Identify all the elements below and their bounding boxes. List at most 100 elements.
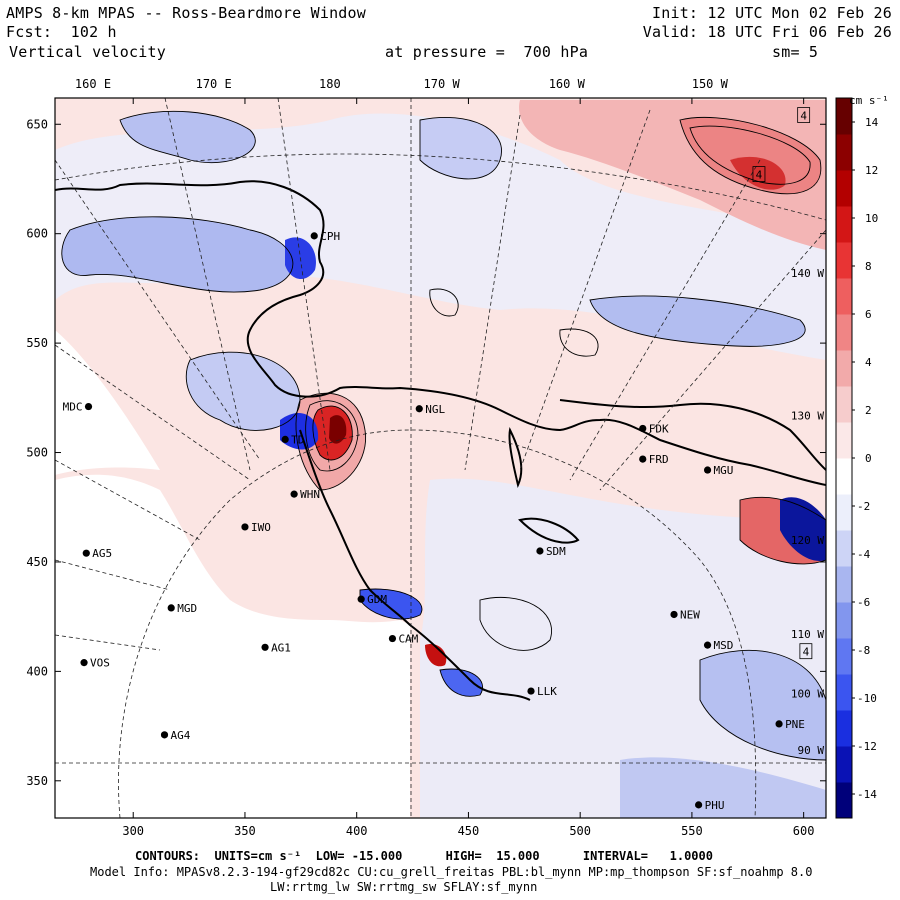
station-marker bbox=[357, 595, 365, 603]
x-axis: 300 350 400 450 500 550 600 bbox=[122, 98, 814, 838]
y-tick-label: 650 bbox=[26, 117, 48, 131]
right-longitude-label: 130 W bbox=[791, 409, 824, 422]
x-tick-label: 400 bbox=[346, 824, 368, 838]
station-label: MDC bbox=[63, 401, 83, 414]
station-label: CAM bbox=[398, 633, 418, 646]
station-marker bbox=[167, 604, 175, 612]
colorbar-swatch bbox=[836, 314, 852, 351]
station-label: MSD bbox=[714, 639, 734, 652]
colorbar-tick-label: -8 bbox=[857, 644, 870, 657]
colorbar-tick-label: -12 bbox=[857, 740, 877, 753]
forecast-hour: Fcst: 102 h bbox=[6, 23, 117, 41]
blue-patch-6 bbox=[700, 650, 826, 760]
station-marker bbox=[703, 466, 712, 474]
station-marker bbox=[281, 435, 289, 443]
colorbar-tick-label: 4 bbox=[865, 356, 872, 369]
colorbar-tick-label: 6 bbox=[865, 308, 872, 321]
colorbar-swatch bbox=[836, 710, 852, 747]
station-markers: CPH MDC NGL FDK FRD MGU TD WHN IWO AG5 SDM GDM MGD CA… bbox=[63, 230, 805, 812]
smoothing: sm= 5 bbox=[772, 43, 819, 61]
y-tick-label: 400 bbox=[26, 664, 48, 678]
station-label: MGU bbox=[714, 464, 734, 477]
station-marker bbox=[241, 523, 249, 531]
grounding-line bbox=[299, 429, 531, 701]
pressure-level: at pressure = 700 hPa bbox=[385, 43, 589, 61]
right-longitude-label: 140 W bbox=[791, 267, 824, 280]
station-label: IWO bbox=[251, 521, 271, 534]
x-tick-label: 550 bbox=[681, 824, 703, 838]
station-marker bbox=[310, 232, 318, 240]
top-longitude-labels: 160 E 170 E 180 170 W 160 W 150 W bbox=[75, 77, 729, 91]
contour-label-box bbox=[752, 166, 766, 182]
station-marker bbox=[775, 720, 783, 728]
coastline-east bbox=[559, 399, 826, 471]
station-marker bbox=[703, 641, 712, 649]
colorbar-tick-label: 8 bbox=[865, 260, 872, 273]
map-title: AMPS 8-km MPAS -- Ross-Beardmore Window bbox=[6, 4, 366, 22]
colorbar-swatch bbox=[836, 386, 852, 423]
station-label: NGL bbox=[425, 403, 445, 416]
blue-patch-1 bbox=[61, 216, 293, 293]
station-marker bbox=[290, 490, 298, 498]
red-patch-beardmore-max bbox=[329, 415, 347, 444]
roosevelt-island bbox=[508, 426, 580, 544]
model-info: Model Info: MPASv8.2.3-194-gf29cd82c CU:… bbox=[90, 865, 813, 879]
contour-info: CONTOURS: UNITS=cm s⁻¹ LOW= -15.000 HIGH… bbox=[135, 849, 713, 863]
plot-frame bbox=[54, 97, 827, 819]
field-masked-region-2 bbox=[55, 330, 160, 475]
station-marker bbox=[670, 610, 678, 619]
station-label: CPH bbox=[320, 230, 340, 243]
field-masked-region bbox=[55, 474, 410, 818]
coastline bbox=[55, 180, 826, 486]
contour-label-box bbox=[797, 107, 811, 123]
top-longitude-label: 160 W bbox=[549, 77, 586, 91]
colorbar-swatch bbox=[836, 566, 852, 603]
top-longitude-label: 160 E bbox=[75, 77, 111, 91]
station-label: TD bbox=[291, 433, 304, 446]
blue-patch-3 bbox=[420, 117, 502, 179]
blue-patch-downdraft-coast bbox=[280, 412, 319, 450]
x-tick-label: 500 bbox=[569, 824, 591, 838]
top-longitude-label: 180 bbox=[319, 77, 341, 91]
colorbar-swatch bbox=[836, 242, 852, 279]
station-marker bbox=[639, 424, 647, 433]
colorbar-swatch bbox=[836, 782, 852, 819]
colorbar-swatch bbox=[836, 422, 852, 459]
top-longitude-label: 170 W bbox=[424, 77, 461, 91]
colorbar-swatch bbox=[836, 674, 852, 711]
station-marker bbox=[639, 455, 647, 463]
right-longitude-label: 110 W bbox=[791, 628, 824, 641]
contour-label-box bbox=[799, 643, 813, 660]
station-label: LLK bbox=[537, 685, 557, 698]
blue-patch-7 bbox=[620, 757, 826, 818]
station-label: FRD bbox=[649, 453, 669, 466]
field-pale-blue-south bbox=[420, 478, 826, 818]
colorbar-swatch bbox=[836, 602, 852, 639]
variable-name: Vertical velocity bbox=[9, 43, 166, 61]
y-tick-label: 350 bbox=[26, 774, 48, 788]
contour-label: 4 bbox=[800, 110, 807, 123]
red-patch-northeast-max bbox=[730, 156, 786, 190]
colorbar-swatch bbox=[836, 638, 852, 675]
colorbar-swatch bbox=[836, 170, 852, 207]
colorbar-tick-label: -2 bbox=[857, 500, 870, 513]
station-label: AG4 bbox=[171, 729, 191, 742]
right-longitude-label: 120 W bbox=[791, 534, 824, 547]
blue-patch-4 bbox=[590, 296, 806, 347]
model-info-physics: LW:rrtmg_lw SW:rrtmg_sw SFLAY:sf_mynn bbox=[270, 880, 538, 894]
station-label: GDM bbox=[367, 593, 387, 606]
red-patch-small bbox=[425, 644, 447, 667]
colorbar-swatch bbox=[836, 278, 852, 315]
station-marker bbox=[388, 634, 397, 643]
right-longitude-label: 90 W bbox=[798, 744, 825, 757]
colorbar-swatch bbox=[836, 494, 852, 531]
colorbar-tick-label: 10 bbox=[865, 212, 878, 225]
blue-patch-5 bbox=[186, 352, 300, 431]
colorbar-tick-label: 0 bbox=[865, 452, 872, 465]
station-marker bbox=[160, 731, 169, 739]
colorbar-tick-label: -14 bbox=[857, 788, 877, 801]
graticule bbox=[55, 98, 826, 818]
colorbar-tick-label: -10 bbox=[857, 692, 877, 705]
right-longitude-labels: 140 W 130 W 120 W 110 W 100 W 90 W bbox=[791, 267, 824, 757]
